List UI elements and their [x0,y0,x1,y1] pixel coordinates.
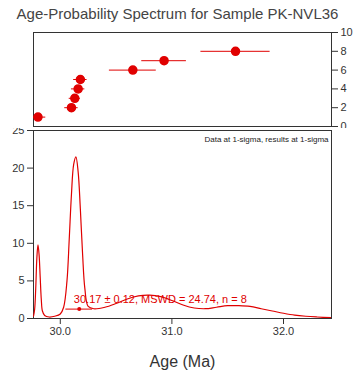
svg-text:Data at 1-sigma, results at 1-: Data at 1-sigma, results at 1-sigma [204,135,329,144]
svg-text:15: 15 [12,199,24,211]
svg-text:31.0: 31.0 [161,325,182,337]
svg-text:20: 20 [12,162,24,174]
svg-text:5: 5 [18,274,24,286]
svg-text:4: 4 [341,82,347,94]
svg-text:30.0: 30.0 [50,325,71,337]
svg-text:10: 10 [12,237,24,249]
svg-text:8: 8 [341,45,347,57]
svg-text:0: 0 [341,120,347,128]
svg-text:6: 6 [341,64,347,76]
svg-text:10: 10 [341,28,353,38]
html-text:Age-Probability Spectrum for S: Age-Probability Spectrum for Sample PK-N… [16,5,339,22]
svg-text:30.17 ± 0.12, MSWD = 24.74, n: 30.17 ± 0.12, MSWD = 24.74, n = 8 [74,293,247,305]
svg-text:2: 2 [341,101,347,113]
svg-text:25: 25 [12,128,24,136]
svg-text:Age (Ma): Age (Ma) [150,353,216,370]
svg-text:32.0: 32.0 [273,325,294,337]
svg-text:0: 0 [18,312,24,324]
